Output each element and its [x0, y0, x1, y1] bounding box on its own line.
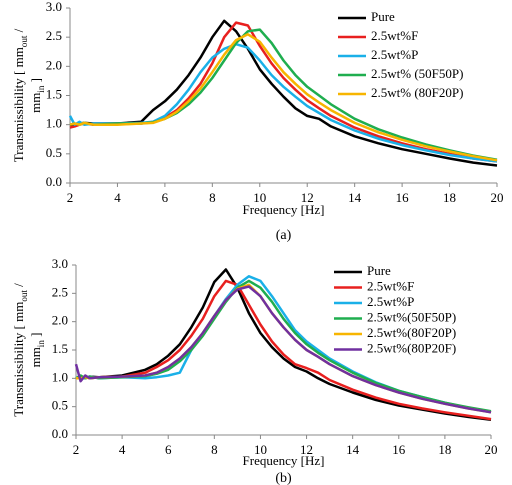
x-tick-label: 8: [209, 190, 216, 205]
x-tick-label: 18: [443, 190, 456, 205]
y-axis-label-part: in: [36, 85, 46, 93]
x-tick-label: 2: [67, 190, 74, 205]
y-axis-label: Transmissibility [ mmout /: [11, 28, 29, 162]
legend-label: Pure: [367, 263, 391, 278]
x-axis-label: Frequency [Hz]: [243, 202, 325, 217]
x-axis-label: Frequency [Hz]: [243, 453, 325, 468]
y-tick-label: 1.5: [52, 341, 68, 356]
y-axis-label-part: out: [19, 290, 29, 302]
caption: (b): [275, 471, 292, 485]
x-tick-label: 6: [165, 442, 172, 457]
legend-label: 2.5wt%P: [371, 47, 418, 62]
y-axis-label-part: in: [36, 340, 46, 348]
legend-label: 2.5wt%F: [367, 278, 414, 293]
legend-label: 2.5wt%P: [367, 294, 414, 309]
y-axis-label: mmin ]: [28, 78, 46, 113]
y-axis-label-part: /: [11, 283, 26, 290]
legend-label: 2.5wt%(80P20F): [367, 340, 456, 355]
y-axis-label-part: mm: [28, 93, 43, 113]
x-tick-label: 12: [300, 442, 313, 457]
caption: (a): [276, 228, 292, 243]
x-tick-label: 10: [253, 190, 266, 205]
legend-label: 2.5wt%(50F50P): [367, 309, 456, 324]
y-tick-label: 1.5: [46, 86, 62, 101]
y-axis-label-part: out: [19, 35, 29, 47]
y-tick-label: 2.5: [46, 28, 62, 43]
y-tick-label: 2.0: [46, 57, 62, 72]
y-axis-label-part: /: [11, 28, 26, 35]
y-axis-label-part: mm: [28, 347, 43, 367]
x-tick-label: 6: [162, 190, 169, 205]
x-tick-label: 20: [491, 190, 504, 205]
series-line: [69, 33, 498, 162]
y-axis-label: mmin ]: [28, 333, 46, 368]
x-tick-label: 16: [392, 442, 406, 457]
x-tick-label: 14: [346, 442, 360, 457]
legend-label: 2.5wt% (80F20P): [371, 85, 463, 100]
y-tick-label: 0.0: [46, 174, 62, 189]
y-tick-label: 3.0: [46, 0, 62, 14]
legend-label: 2.5wt% (50F50P): [371, 66, 463, 81]
legend-label: 2.5wt%(80F20P): [367, 325, 456, 340]
y-tick-label: 0.5: [52, 398, 68, 413]
x-tick-label: 20: [485, 442, 498, 457]
x-tick-label: 18: [438, 442, 451, 457]
y-tick-label: 2.5: [52, 284, 68, 299]
legend-label: 2.5wt%F: [371, 28, 418, 43]
y-tick-label: 0.5: [46, 145, 62, 160]
x-tick-label: 8: [211, 442, 218, 457]
y-axis-label-part: ]: [28, 78, 43, 86]
y-axis-label: Transmissibility [ mmout /: [11, 283, 29, 417]
y-tick-label: 0.0: [52, 426, 68, 441]
y-tick-label: 1.0: [46, 116, 62, 131]
y-axis-label-part: ]: [28, 333, 43, 341]
x-tick-label: 2: [73, 442, 80, 457]
y-tick-label: 3.0: [52, 256, 68, 271]
x-tick-label: 14: [348, 190, 362, 205]
x-tick-label: 16: [396, 190, 410, 205]
y-tick-label: 2.0: [52, 313, 68, 328]
y-axis-label-part: Transmissibility [ mm: [11, 47, 26, 162]
x-tick-label: 4: [119, 442, 126, 457]
y-axis-label-part: Transmissibility [ mm: [11, 302, 26, 417]
x-tick-label: 4: [114, 190, 121, 205]
y-tick-label: 1.0: [52, 369, 68, 384]
series-line: [74, 285, 492, 414]
x-tick-label: 12: [301, 190, 314, 205]
x-tick-label: 10: [254, 442, 267, 457]
legend-label: Pure: [371, 9, 395, 24]
